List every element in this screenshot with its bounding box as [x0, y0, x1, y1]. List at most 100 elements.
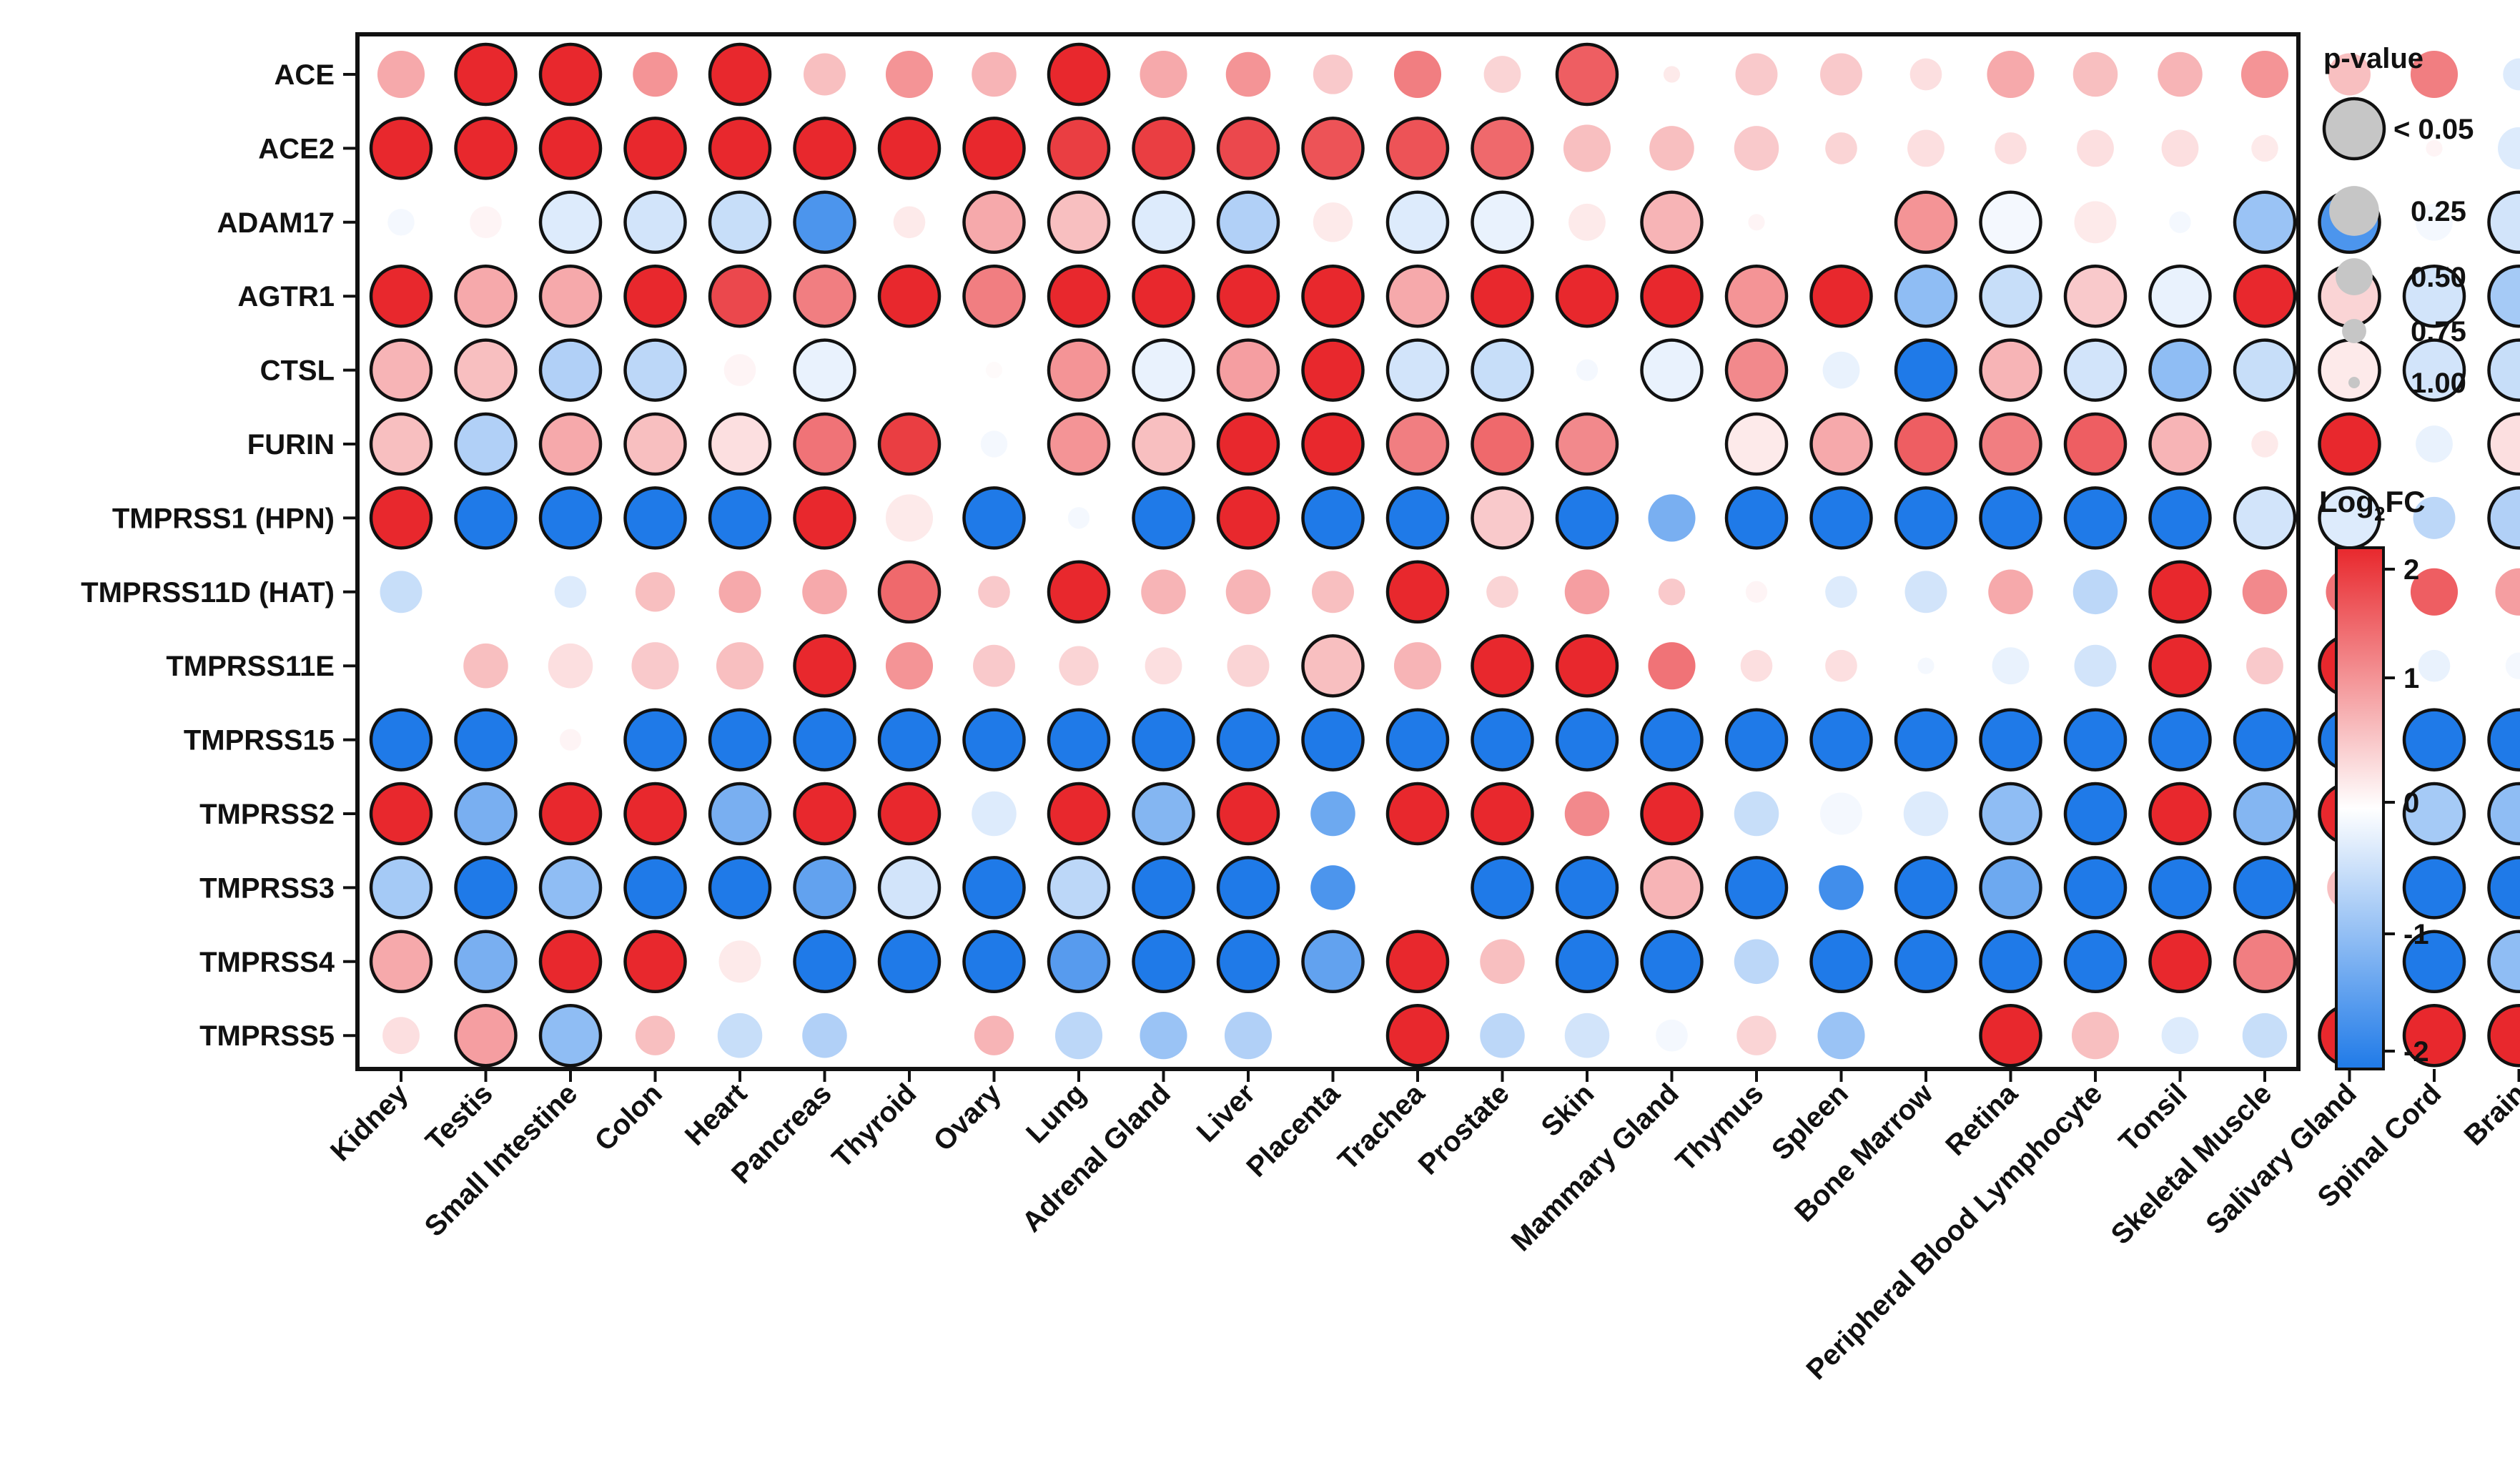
bubble-tmprss5-adrenal-gland — [1140, 1012, 1187, 1060]
bubble-tmprss1-hpn--prostate — [1471, 486, 1534, 550]
bubble-tmprss1-hpn--mammary-gland — [1648, 494, 1696, 542]
pvalue-legend-bubble — [2336, 258, 2373, 295]
bubble-ace2-brain — [2498, 127, 2520, 169]
bubble-furin-salivary-gland — [2318, 412, 2381, 476]
bubble-tmprss4-brain — [2487, 930, 2520, 994]
bubble-adam17-spinal-cord — [2416, 203, 2453, 241]
bubble-tmprss4-spleen — [1809, 930, 1873, 994]
bubble-tmprss3-thymus — [1724, 856, 1789, 920]
bubble-tmprss5-spleen — [1817, 1012, 1865, 1060]
bubble-adam17-testis — [470, 206, 502, 239]
bubble-adam17-retina — [1979, 190, 2042, 255]
bubble-ctsl-spinal-cord — [2402, 338, 2466, 402]
bubble-tmprss3-skeletal-muscle — [2233, 856, 2297, 920]
bubble-tmprss5-mammary-gland — [1656, 1019, 1688, 1052]
bubble-ace-salivary-gland — [2328, 53, 2371, 96]
pvalue-legend-title: p-value — [2323, 43, 2423, 74]
bubble-tmprss1-hpn--placenta — [1301, 486, 1365, 550]
pvalue-legend-label: 1.00 — [2411, 368, 2466, 399]
bubble-tmprss15-thymus — [1724, 708, 1789, 772]
bubble-tmprss11e-placenta — [1301, 634, 1365, 698]
bubble-tmprss5-skeletal-muscle — [2242, 1013, 2288, 1058]
bubble-tmprss3-heart — [708, 856, 772, 920]
bubble-ctsl-skin — [1576, 359, 1599, 381]
bubble-tmprss1-hpn--heart — [708, 486, 772, 550]
bubble-tmprss4-placenta — [1301, 930, 1365, 994]
bubble-agtr1-brain — [2487, 264, 2520, 328]
bubble-ace2-peripheral-blood-lymphocyte — [2077, 129, 2114, 167]
bubble-agtr1-colon — [623, 264, 687, 328]
bubble-tmprss15-adrenal-gland — [1132, 708, 1195, 772]
bubble-furin-adrenal-gland — [1132, 412, 1195, 476]
bubble-ctsl-peripheral-blood-lymphocyte — [2063, 338, 2128, 402]
gene-label: TMPRSS11E — [166, 651, 335, 682]
bubble-tmprss3-colon — [623, 856, 687, 920]
bubble-tmprss5-bone-marrow — [1917, 1027, 1935, 1044]
bubble-ace2-prostate — [1471, 117, 1534, 180]
bubble-tmprss3-thyroid — [877, 856, 942, 920]
bubble-tmprss11d-hat--colon — [635, 572, 676, 612]
bubble-agtr1-lung — [1047, 264, 1111, 328]
bubble-tmprss11d-hat--mammary-gland — [1658, 578, 1686, 606]
bubble-tmprss5-spinal-cord — [2402, 1003, 2466, 1068]
bubble-ace-skeletal-muscle — [2240, 50, 2289, 99]
bubble-tmprss11d-hat--spleen — [1825, 576, 1857, 609]
bubble-tmprss11d-hat--skin — [1564, 569, 1610, 615]
bubble-ace-retina — [1987, 50, 2035, 99]
bubble-tmprss2-liver — [1216, 782, 1280, 846]
bubble-agtr1-adrenal-gland — [1132, 264, 1195, 328]
bubble-tmprss5-thymus — [1736, 1015, 1777, 1055]
bubble-tmprss2-pancreas — [793, 782, 856, 846]
bubble-furin-bone-marrow — [1894, 412, 1958, 476]
bubble-agtr1-pancreas — [793, 264, 856, 328]
bubble-tmprss2-thyroid — [877, 782, 942, 846]
bubble-tmprss11e-adrenal-gland — [1145, 647, 1182, 685]
bubble-ctsl-pancreas — [793, 338, 856, 402]
bubble-agtr1-retina — [1979, 264, 2042, 328]
bubble-tmprss11e-kidney — [392, 657, 410, 674]
bubble-tmprss15-placenta — [1301, 708, 1365, 772]
bubble-tmprss4-kidney — [369, 930, 433, 994]
bubble-tmprss11e-skin — [1555, 634, 1619, 698]
bubble-tmprss1-hpn--thyroid — [885, 494, 934, 542]
bubble-tmprss15-trachea — [1385, 708, 1450, 772]
pvalue-legend-label: 0.75 — [2411, 316, 2466, 348]
bubble-ace2-kidney — [369, 117, 433, 180]
bubble-tmprss3-skin — [1555, 856, 1619, 920]
bubble-agtr1-small-intestine — [538, 264, 603, 328]
bubble-tmprss11d-hat--bone-marrow — [1904, 571, 1947, 614]
gene-label: AGTR1 — [237, 281, 335, 312]
bubble-ctsl-adrenal-gland — [1132, 338, 1195, 402]
bubble-tmprss11d-hat--kidney — [380, 571, 423, 614]
bubble-agtr1-skin — [1555, 264, 1619, 328]
bubble-tmprss5-prostate — [1480, 1013, 1525, 1058]
bubble-ace-colon — [633, 51, 678, 97]
bubble-tmprss15-colon — [623, 708, 687, 772]
bubble-ctsl-liver — [1216, 338, 1280, 402]
bubble-tmprss11e-small-intestine — [548, 643, 593, 689]
colorbar-title-sub: 2 — [2374, 503, 2386, 525]
colorbar — [2335, 546, 2385, 1070]
bubble-tmprss2-tonsil — [2148, 782, 2212, 846]
pvalue-legend-label: < 0.05 — [2393, 114, 2474, 145]
bubble-tmprss11e-thymus — [1740, 649, 1773, 682]
bubble-tmprss15-prostate — [1471, 708, 1534, 772]
bubble-tmprss11e-testis — [463, 643, 508, 689]
bubble-tmprss4-pancreas — [793, 930, 856, 994]
bubble-tmprss15-lung — [1047, 708, 1111, 772]
bubble-tmprss15-small-intestine — [559, 729, 582, 751]
bubble-agtr1-spleen — [1809, 264, 1873, 328]
bubble-tmprss2-thymus — [1734, 791, 1779, 837]
bubble-ace-bone-marrow — [1909, 58, 1942, 91]
bubble-furin-retina — [1979, 412, 2042, 476]
plot-area — [355, 32, 2520, 1071]
bubble-ctsl-salivary-gland — [2318, 338, 2381, 402]
bubble-ace2-small-intestine — [538, 117, 603, 180]
pvalue-legend: p-value < 0.05 0.25 0.50 0.75 1.00 — [2322, 43, 2474, 399]
bubble-agtr1-skeletal-muscle — [2233, 264, 2297, 328]
bubble-ctsl-small-intestine — [538, 338, 603, 402]
bubble-tmprss2-colon — [623, 782, 687, 846]
bubble-furin-small-intestine — [538, 412, 603, 476]
bubble-tmprss5-retina — [1979, 1003, 2042, 1068]
bubble-tmprss1-hpn--ovary — [962, 486, 1026, 550]
